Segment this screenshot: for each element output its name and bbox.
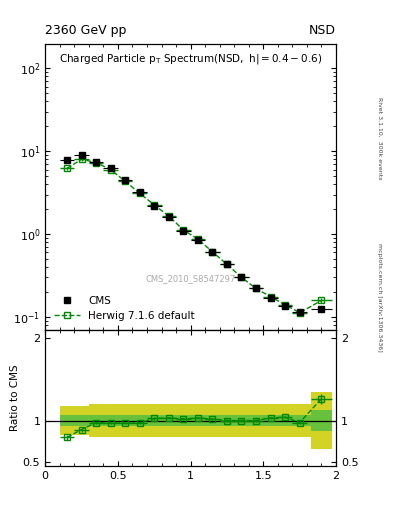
Text: Rivet 3.1.10,  300k events: Rivet 3.1.10, 300k events xyxy=(377,97,382,180)
Text: Charged Particle $\mathregular{p_T}$ Spectrum$\mathregular{(NSD,\ h| = 0.4 - 0.6: Charged Particle $\mathregular{p_T}$ Spe… xyxy=(59,52,322,66)
Legend: CMS, Herwig 7.1.6 default: CMS, Herwig 7.1.6 default xyxy=(50,292,198,325)
Text: 2360 GeV pp: 2360 GeV pp xyxy=(45,24,127,37)
Text: mcplots.cern.ch [arXiv:1306.3436]: mcplots.cern.ch [arXiv:1306.3436] xyxy=(377,243,382,351)
Text: NSD: NSD xyxy=(309,24,336,37)
Y-axis label: Ratio to CMS: Ratio to CMS xyxy=(10,365,20,431)
Text: CMS_2010_S8547297: CMS_2010_S8547297 xyxy=(145,273,236,283)
